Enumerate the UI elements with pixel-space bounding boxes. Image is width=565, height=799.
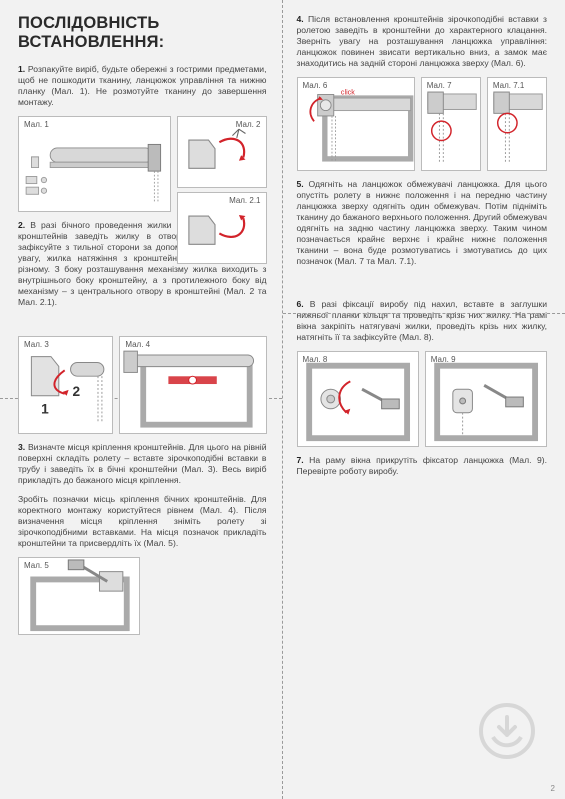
fig-3: Мал. 3 1 2	[18, 336, 113, 434]
fig-1-label: Мал. 1	[24, 120, 49, 129]
fig-71-label: Мал. 7.1	[493, 81, 524, 90]
page-number: 2	[551, 784, 555, 793]
left-column: ПОСЛІДОВНІСТЬ ВСТАНОВЛЕННЯ: 1. Розпакуйт…	[0, 0, 283, 799]
step-6-body: В разі фіксації виробу під нахил, вставт…	[297, 299, 548, 342]
fig-2-1: Мал. 2.1	[177, 192, 266, 264]
fig-5: Мал. 5	[18, 557, 140, 635]
fig-5-label: Мал. 5	[24, 561, 49, 570]
step-3a-text: 3. Визначте місця кріплення кронштейнів.…	[18, 442, 267, 486]
fig-row-34: Мал. 3 1 2 Мал. 4	[18, 336, 267, 434]
fig-9: Мал. 9	[425, 351, 547, 447]
fig-7: Мал. 7	[421, 77, 481, 171]
step-1-text: 1. Розпакуйте виріб, будьте обережні з г…	[18, 64, 267, 108]
horizontal-divider-right	[283, 313, 565, 314]
fig-1: Мал. 1	[18, 116, 171, 212]
step-1-body: Розпакуйте виріб, будьте обережні з гост…	[18, 64, 267, 107]
fig-8-label: Мал. 8	[303, 355, 328, 364]
step-7-body: На раму вікна прикрутіть фіксатор ланцюж…	[297, 455, 548, 476]
fig-4-label: Мал. 4	[125, 340, 150, 349]
fig-8: Мал. 8	[297, 351, 419, 447]
fig-row-89: Мал. 8 Мал. 9	[297, 351, 548, 447]
step-5-body: Одягніть на ланцюжок обмежувачі ланцюжка…	[297, 179, 548, 266]
step-5-text: 5. Одягніть на ланцюжок обмежувачі ланцю…	[297, 179, 548, 267]
fig-6: Мал. 6 click	[297, 77, 415, 171]
svg-text:1: 1	[41, 401, 49, 416]
fig-2-label: Мал. 2	[236, 120, 261, 129]
fig-row-671: Мал. 6 click Мал. 7	[297, 77, 548, 171]
page-title: ПОСЛІДОВНІСТЬ ВСТАНОВЛЕННЯ:	[18, 14, 267, 52]
step-3b-text: Зробіть позначки місць кріплення бічних …	[18, 494, 267, 549]
fig-6-label: Мал. 6	[303, 81, 328, 90]
step-7-text: 7. На раму вікна прикрутіть фіксатор лан…	[297, 455, 548, 477]
vertical-divider	[282, 0, 283, 799]
click-label: click	[340, 88, 354, 96]
fig-21-label: Мал. 2.1	[229, 196, 260, 205]
right-column: 4. Після встановлення кронштейнів зірочк…	[283, 0, 565, 799]
fig-7-1: Мал. 7.1	[487, 77, 547, 171]
step-4-text: 4. Після встановлення кронштейнів зірочк…	[297, 14, 548, 69]
watermark-icon	[477, 701, 537, 761]
step-4-body: Після встановлення кронштейнів зірочкопо…	[297, 14, 548, 68]
fig-3-label: Мал. 3	[24, 340, 49, 349]
step-3b-body: Зробіть позначки місць кріплення бічних …	[18, 494, 267, 548]
fig-row-1: Мал. 1 Мал. 2	[18, 116, 267, 212]
fig-7-label: Мал. 7	[427, 81, 452, 90]
step-3a-body: Визначте місця кріплення кронштейнів. Дл…	[18, 442, 267, 485]
step-6-text: 6. В разі фіксації виробу під нахил, вст…	[297, 299, 548, 343]
svg-text:2: 2	[73, 384, 81, 399]
fig-4: Мал. 4	[119, 336, 266, 434]
fig-2: Мал. 2	[177, 116, 266, 188]
fig-row-5: Мал. 5	[18, 557, 267, 635]
fig-9-label: Мал. 9	[431, 355, 456, 364]
